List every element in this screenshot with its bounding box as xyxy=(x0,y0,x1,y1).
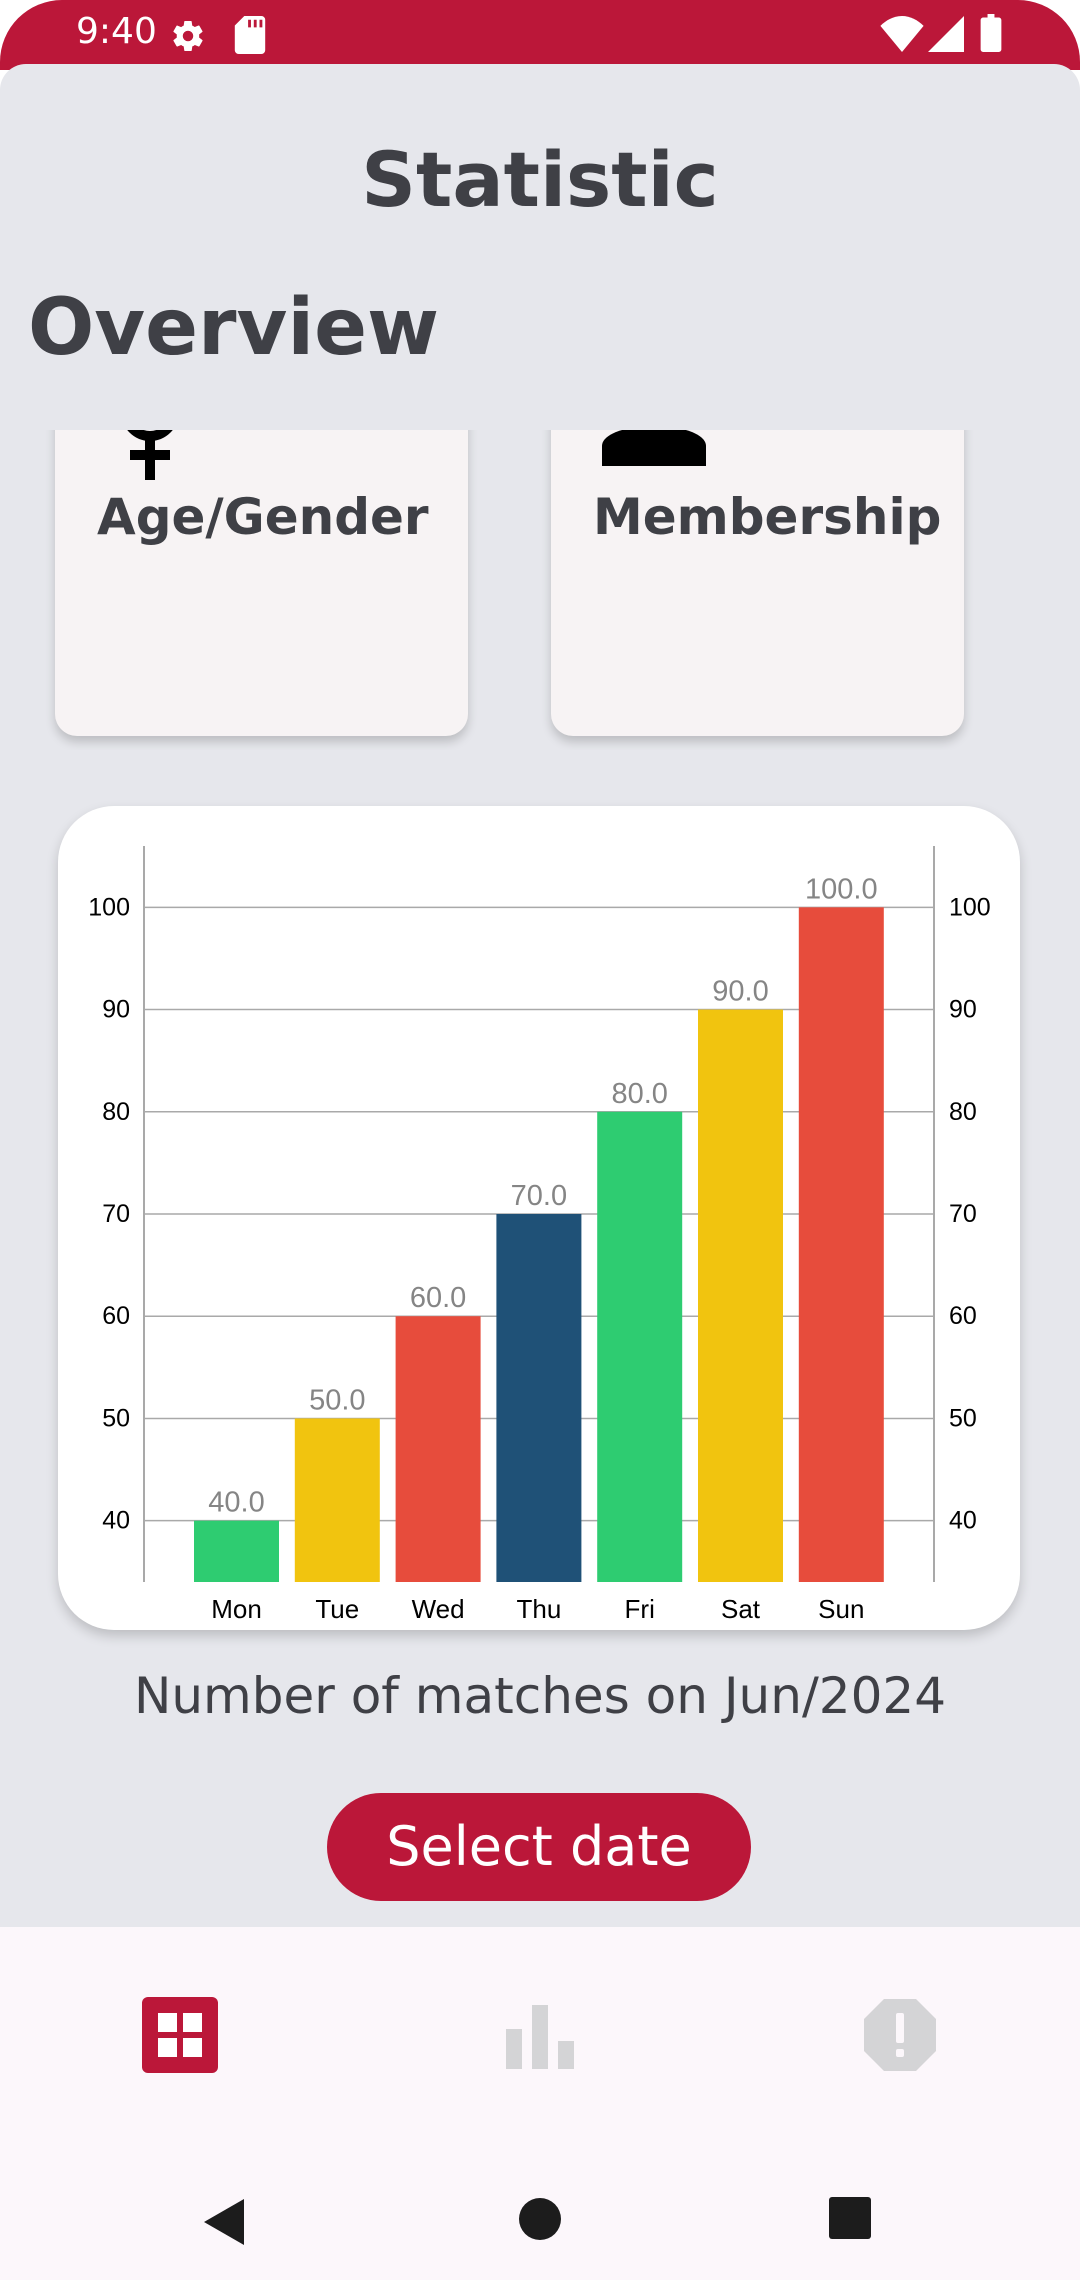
page-title: Statistic xyxy=(361,135,719,224)
y-tick-label-left: 70 xyxy=(102,1200,130,1228)
y-tick-label-right: 50 xyxy=(949,1404,977,1432)
x-tick-label: Sun xyxy=(818,1594,864,1624)
bar-sat xyxy=(698,1009,783,1582)
female-icon xyxy=(127,430,173,480)
settings-icon xyxy=(173,21,203,52)
x-tick-label: Thu xyxy=(516,1594,561,1624)
y-tick-label-left: 60 xyxy=(102,1302,130,1330)
y-tick-label-right: 90 xyxy=(949,996,977,1024)
sd-card-icon xyxy=(234,16,266,54)
system-nav-bar xyxy=(0,2117,1080,2280)
bar-value-label: 70.0 xyxy=(511,1180,567,1212)
x-tick-label: Tue xyxy=(315,1594,359,1624)
y-tick-label-right: 70 xyxy=(949,1200,977,1228)
bottom-nav xyxy=(0,1927,1080,2117)
bar-value-label: 50.0 xyxy=(309,1384,365,1416)
cell-signal-icon xyxy=(928,16,964,52)
bar-value-label: 80.0 xyxy=(611,1078,667,1110)
y-tick-label-left: 100 xyxy=(88,893,130,921)
bar-fri xyxy=(597,1111,683,1582)
x-tick-label: Sat xyxy=(721,1594,761,1624)
matches-bar-chart: 40 40 50 50 60 60 70 70 80 80 90 90 100 100 40.0 Mon 50.… xyxy=(88,846,991,1624)
home-icon[interactable] xyxy=(518,2197,562,2241)
overview-cards: Age/Gender Membership xyxy=(0,430,1080,750)
y-tick-label-right: 40 xyxy=(949,1507,977,1535)
recents-icon[interactable] xyxy=(829,2197,871,2239)
bar-thu xyxy=(496,1214,582,1582)
bar-value-label: 40.0 xyxy=(208,1487,264,1519)
bar-tue xyxy=(294,1418,380,1582)
x-tick-label: Wed xyxy=(412,1594,465,1624)
y-tick-label-left: 90 xyxy=(102,996,130,1024)
bar-sun xyxy=(798,907,884,1582)
nav-alerts[interactable] xyxy=(862,1997,938,2073)
nav-dashboard[interactable] xyxy=(142,1997,218,2073)
card-age-gender[interactable]: Age/Gender xyxy=(55,430,468,736)
wifi-icon xyxy=(880,16,924,52)
card-label: Age/Gender xyxy=(97,488,429,546)
battery-icon xyxy=(980,14,1002,52)
y-tick-label-left: 50 xyxy=(102,1404,130,1432)
alert-icon xyxy=(864,1999,936,2071)
y-tick-label-right: 60 xyxy=(949,1302,977,1330)
status-time: 9:40 xyxy=(76,11,157,52)
back-icon[interactable] xyxy=(204,2199,244,2245)
dashboard-icon xyxy=(142,1997,218,2073)
y-tick-label-left: 40 xyxy=(102,1507,130,1535)
chart-card: 40 40 50 50 60 60 70 70 80 80 90 90 100 100 40.0 Mon 50.… xyxy=(58,806,1020,1630)
bar-value-label: 90.0 xyxy=(712,976,768,1008)
bar-value-label: 60.0 xyxy=(410,1282,466,1314)
bar-chart-icon xyxy=(506,2005,574,2069)
y-tick-label-left: 80 xyxy=(102,1098,130,1126)
status-bar: 9:40 xyxy=(0,0,1080,70)
y-tick-label-right: 100 xyxy=(949,893,991,921)
card-membership[interactable]: Membership xyxy=(551,430,964,736)
bar-wed xyxy=(395,1316,481,1582)
nav-statistics[interactable] xyxy=(502,1997,578,2073)
y-tick-label-right: 80 xyxy=(949,1098,977,1126)
chart-caption: Number of matches on Jun/2024 xyxy=(133,1667,947,1725)
bar-mon xyxy=(194,1520,279,1582)
section-title-overview: Overview xyxy=(28,283,440,373)
x-tick-label: Mon xyxy=(211,1594,262,1624)
person-icon xyxy=(602,430,706,466)
bar-value-label: 100.0 xyxy=(805,873,878,905)
x-tick-label: Fri xyxy=(625,1594,655,1624)
card-label: Membership xyxy=(593,488,942,546)
select-date-button[interactable]: Select date xyxy=(327,1793,751,1901)
